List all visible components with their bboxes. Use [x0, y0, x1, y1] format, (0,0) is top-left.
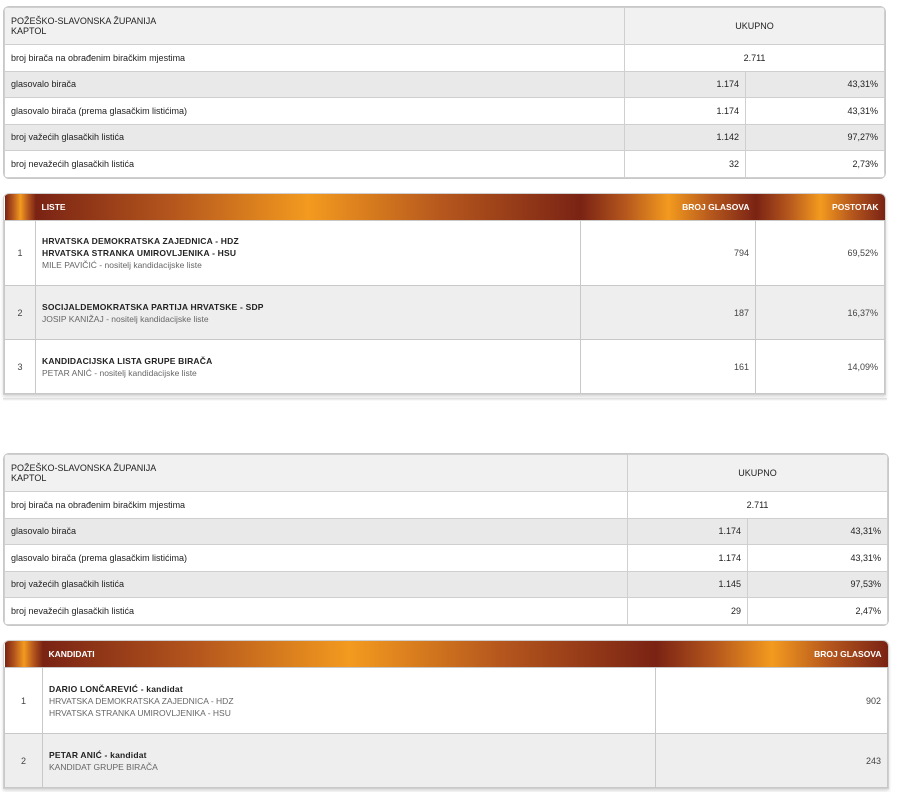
- candidate-party: HRVATSKA STRANKA UMIROVLJENIKA - HSU: [49, 707, 231, 718]
- stats-table-2: POŽEŠKO-SLAVONSKA ŽUPANIJA KAPTOL UKUPNO…: [3, 453, 889, 626]
- stats-label: glasovalo birača: [4, 517, 628, 545]
- party-name: KANDIDACIJSKA LISTA GRUPE BIRAČA: [42, 355, 213, 366]
- total-header: UKUPNO: [627, 454, 888, 492]
- party-name: HRVATSKA STRANKA UMIROVLJENIKA - HSU: [42, 248, 237, 258]
- candidate-party: KANDIDAT GRUPE BIRAČA: [49, 761, 158, 772]
- stats-count: 1.174: [624, 70, 746, 98]
- list-percent: 16,37%: [755, 285, 885, 340]
- stats-count: 1.174: [627, 544, 748, 572]
- candidate-item: 2 PETAR ANIĆ - kandidat KANDIDAT GRUPE B…: [4, 733, 888, 788]
- candidate-party: HRVATSKA DEMOKRATSKA ZAJEDNICA - HDZ: [49, 695, 234, 706]
- stats-row: broj birača na obrađenim biračkim mjesti…: [4, 44, 885, 72]
- stats-label: broj važećih glasačkih listića: [4, 570, 628, 598]
- county-name: POŽEŠKO-SLAVONSKA ŽUPANIJA: [11, 463, 157, 473]
- list-votes: 161: [580, 339, 756, 394]
- candidate-votes: 243: [655, 733, 888, 788]
- stats-count: 2.711: [624, 44, 885, 72]
- list-holder: PETAR ANIĆ - nositelj kandidacijske list…: [42, 367, 197, 378]
- municipality-name: KAPTOL: [11, 26, 47, 36]
- stats-count: 1.142: [624, 123, 746, 151]
- votes-header: BROJ GLASOVA: [655, 641, 888, 668]
- list-holder: MILE PAVIČIĆ - nositelj kandidacijske li…: [42, 260, 202, 270]
- list-percent: 14,09%: [755, 339, 885, 394]
- county-name: POŽEŠKO-SLAVONSKA ŽUPANIJA: [11, 16, 157, 26]
- candidate-name: PETAR ANIĆ - kandidat: [49, 749, 147, 760]
- candidate-item: 1 DARIO LONČAREVIĆ - kandidat HRVATSKA D…: [4, 667, 888, 734]
- lists-header: LISTE: [35, 194, 581, 221]
- list-number: 3: [4, 339, 36, 394]
- lists-header-row: LISTE BROJ GLASOVA POSTOTAK: [4, 194, 885, 221]
- candidates-header: KANDIDATI: [42, 641, 656, 668]
- region-cell: POŽEŠKO-SLAVONSKA ŽUPANIJA KAPTOL: [4, 7, 625, 45]
- stats-row: broj birača na obrađenim biračkim mjesti…: [4, 491, 888, 519]
- candidate-votes: 902: [655, 667, 888, 734]
- stats-label: broj nevažećih glasačkih listića: [4, 150, 625, 178]
- stats-percent: 43,31%: [745, 70, 885, 98]
- stats-percent: 2,73%: [745, 150, 885, 178]
- list-votes: 187: [580, 285, 756, 340]
- lists-table: LISTE BROJ GLASOVA POSTOTAK 1 HRVATSKA D…: [3, 193, 886, 395]
- stats-percent: 43,31%: [747, 544, 888, 572]
- candidate-number: 1: [4, 667, 43, 734]
- list-number: 2: [4, 285, 36, 340]
- stats-count: 29: [627, 597, 748, 625]
- stats-count: 32: [624, 150, 746, 178]
- stats-row: glasovalo birača (prema glasačkim listić…: [4, 97, 885, 125]
- votes-header: BROJ GLASOVA: [580, 194, 756, 221]
- list-item: 1 HRVATSKA DEMOKRATSKA ZAJEDNICA - HDZ H…: [4, 220, 885, 286]
- list-item: 3 KANDIDACIJSKA LISTA GRUPE BIRAČA PETAR…: [4, 339, 885, 394]
- stats-label: glasovalo birača (prema glasačkim listić…: [4, 97, 625, 125]
- stats-label: broj birača na obrađenim biračkim mjesti…: [4, 491, 628, 519]
- municipality-name: KAPTOL: [11, 473, 47, 483]
- candidate-number: 2: [4, 733, 43, 788]
- stats-label: glasovalo birača: [4, 70, 625, 98]
- stats-count: 2.711: [627, 491, 888, 519]
- region-cell: POŽEŠKO-SLAVONSKA ŽUPANIJA KAPTOL: [4, 454, 628, 492]
- stats-label: glasovalo birača (prema glasačkim listić…: [4, 544, 628, 572]
- stats-label: broj nevažećih glasačkih listića: [4, 597, 628, 625]
- divider: [3, 398, 887, 401]
- list-number: 1: [4, 220, 36, 286]
- total-header: UKUPNO: [624, 7, 885, 45]
- stats-row: glasovalo birača 1.174 43,31%: [4, 517, 888, 545]
- stats-row: broj važećih glasačkih listića 1.142 97,…: [4, 123, 885, 151]
- stats-row: broj nevažećih glasačkih listića 32 2,73…: [4, 150, 885, 178]
- stats-count: 1.174: [627, 517, 748, 545]
- list-votes: 794: [580, 220, 756, 286]
- list-percent: 69,52%: [755, 220, 885, 286]
- list-item: 2 SOCIJALDEMOKRATSKA PARTIJA HRVATSKE - …: [4, 285, 885, 340]
- candidates-table: KANDIDATI BROJ GLASOVA 1 DARIO LONČAREVI…: [3, 640, 889, 789]
- party-name: SOCIJALDEMOKRATSKA PARTIJA HRVATSKE - SD…: [42, 301, 264, 312]
- stats-percent: 43,31%: [747, 517, 888, 545]
- stats-percent: 43,31%: [745, 97, 885, 125]
- candidates-header-row: KANDIDATI BROJ GLASOVA: [4, 641, 888, 668]
- stats-row: broj nevažećih glasačkih listića 29 2,47…: [4, 597, 888, 625]
- stats-row: glasovalo birača (prema glasačkim listić…: [4, 544, 888, 572]
- stats-label: broj važećih glasačkih listića: [4, 123, 625, 151]
- stats-row: broj važećih glasačkih listića 1.145 97,…: [4, 570, 888, 598]
- stats-label: broj birača na obrađenim biračkim mjesti…: [4, 44, 625, 72]
- stats-row: glasovalo birača 1.174 43,31%: [4, 70, 885, 98]
- stats-percent: 97,53%: [747, 570, 888, 598]
- stats-count: 1.145: [627, 570, 748, 598]
- stats-table-1: POŽEŠKO-SLAVONSKA ŽUPANIJA KAPTOL UKUPNO…: [3, 6, 886, 179]
- list-holder: JOSIP KANIŽAJ - nositelj kandidacijske l…: [42, 313, 209, 324]
- stats-percent: 97,27%: [745, 123, 885, 151]
- percent-header: POSTOTAK: [755, 194, 885, 221]
- party-name: HRVATSKA DEMOKRATSKA ZAJEDNICA - HDZ: [42, 236, 239, 246]
- candidate-name: DARIO LONČAREVIĆ - kandidat: [49, 683, 183, 694]
- stats-count: 1.174: [624, 97, 746, 125]
- stats-percent: 2,47%: [747, 597, 888, 625]
